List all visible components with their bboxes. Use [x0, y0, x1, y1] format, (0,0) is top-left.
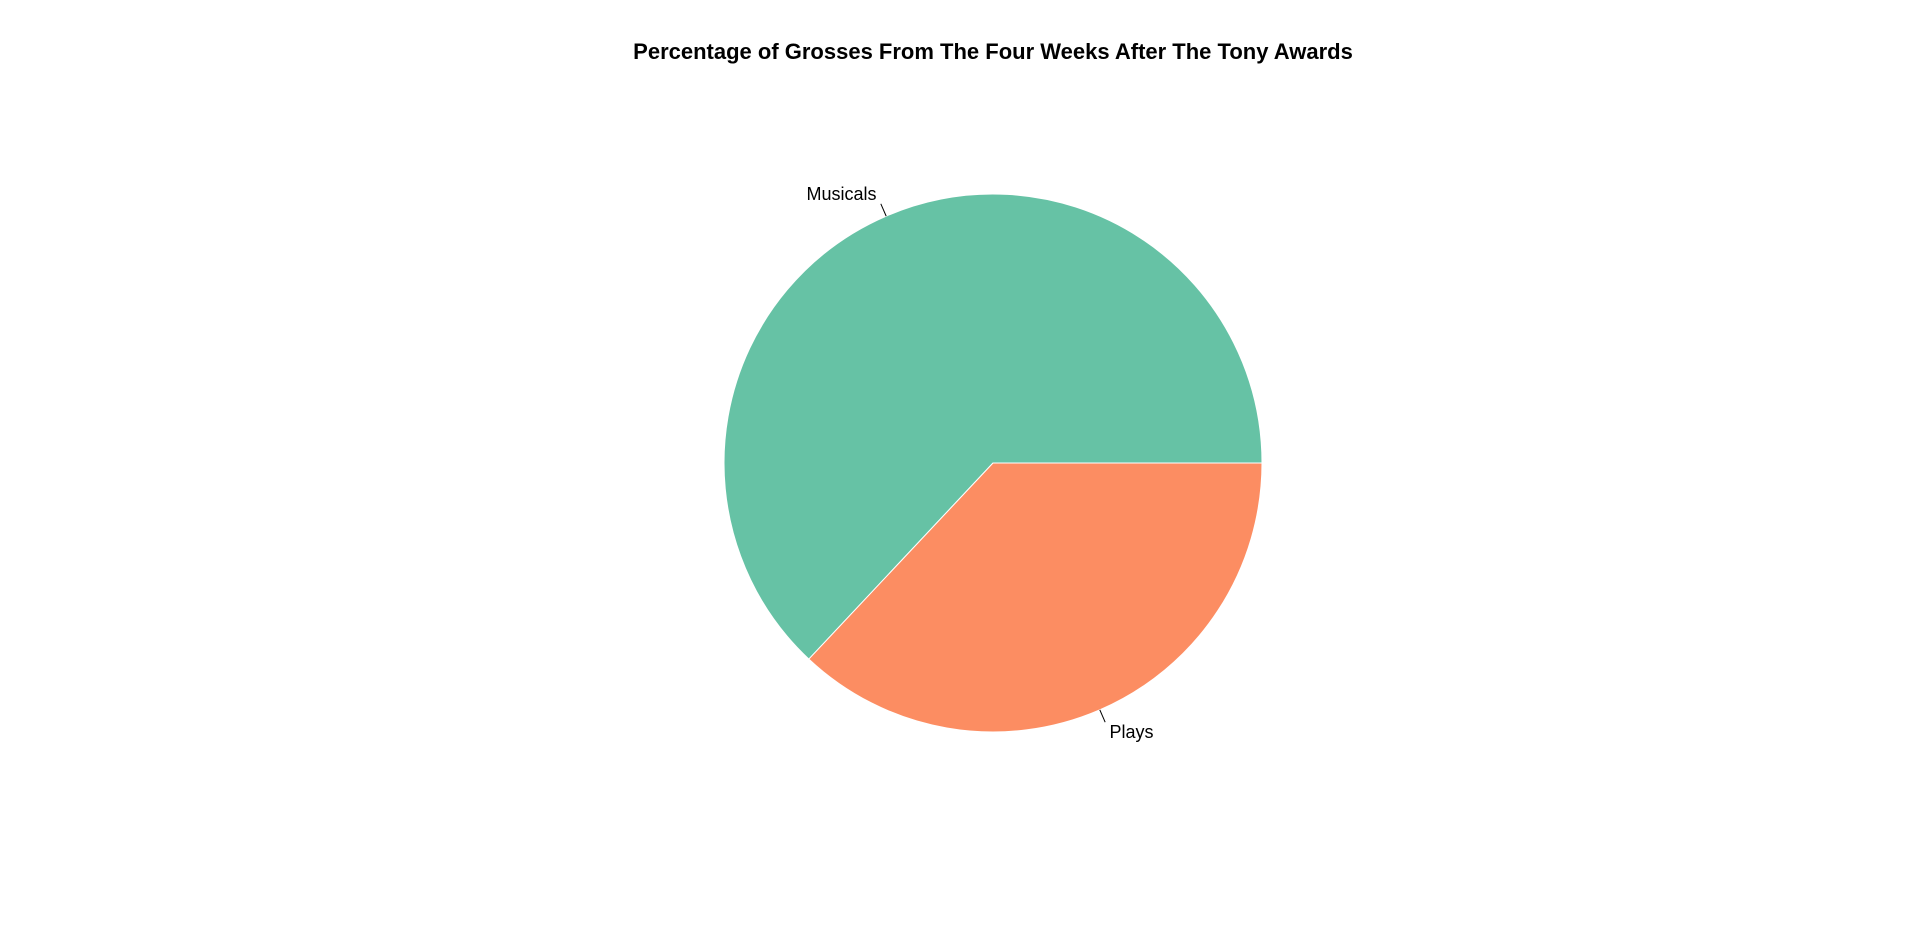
leader-line-plays: [1099, 709, 1106, 723]
slice-label-plays: Plays: [1109, 722, 1153, 742]
chart-title: Percentage of Grosses From The Four Week…: [633, 39, 1353, 64]
pie-labels: Musicals Plays: [807, 184, 1154, 742]
pie-slice-plays: [808, 462, 1263, 733]
pie-slices: [723, 193, 1263, 733]
leader-line-musicals: [880, 203, 887, 217]
slice-label-musicals: Musicals: [807, 184, 877, 204]
